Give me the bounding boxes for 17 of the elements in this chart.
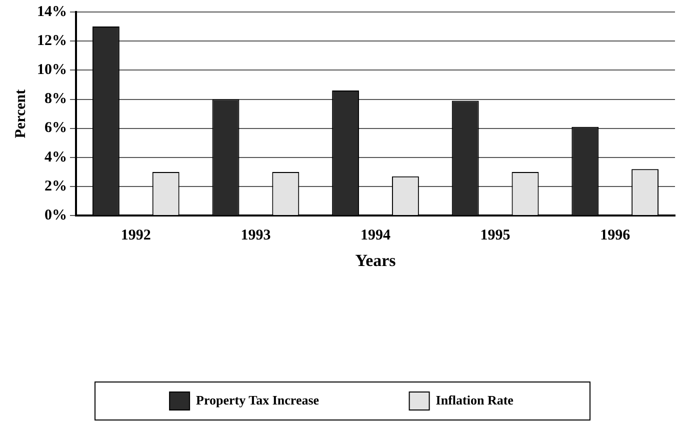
x-tick-label: 1993 bbox=[240, 227, 271, 244]
x-tick-label: 1994 bbox=[360, 227, 391, 244]
y-tick-label: 6% bbox=[44, 120, 67, 136]
y-tick-label: 0% bbox=[44, 207, 67, 224]
y-tick-label: 8% bbox=[44, 91, 67, 108]
y-tick-label: 14% bbox=[37, 4, 67, 20]
y-axis-title: Percent bbox=[12, 89, 29, 138]
y-tick-label: 4% bbox=[44, 149, 67, 166]
y-tick-label: 10% bbox=[37, 62, 67, 78]
x-tick-label: 1992 bbox=[120, 227, 151, 244]
y-tick-label: 12% bbox=[37, 32, 67, 49]
legend-label: Property Tax Increase bbox=[196, 392, 320, 408]
x-tick-label: 1996 bbox=[600, 227, 631, 244]
legend-label: Inflation Rate bbox=[436, 392, 514, 408]
y-tick-label: 2% bbox=[44, 178, 67, 194]
x-tick-label: 1995 bbox=[480, 227, 510, 244]
x-axis-title: Years bbox=[355, 251, 396, 270]
